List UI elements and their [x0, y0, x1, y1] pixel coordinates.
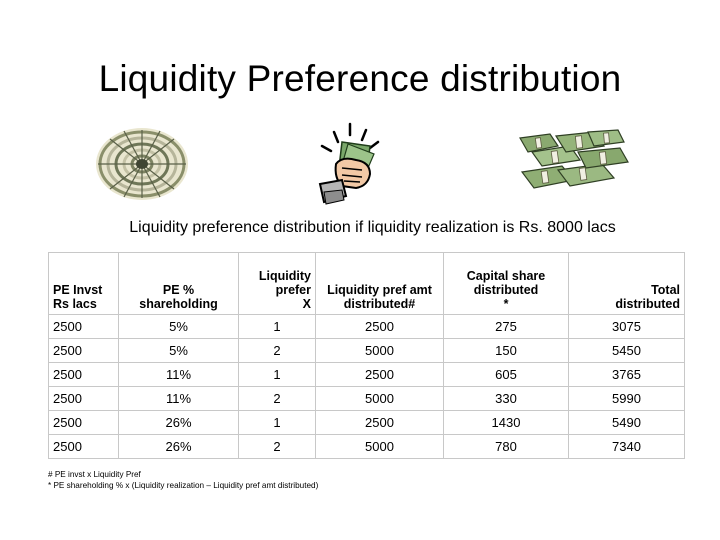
table-cell: 5000: [315, 434, 444, 459]
table-row: 2500 26% 2 5000 780 7340: [48, 434, 685, 459]
header-line: distributed#: [343, 297, 416, 311]
header-line: prefer: [275, 283, 311, 297]
table-cell: 2500: [48, 314, 119, 339]
table-cell: 7340: [568, 434, 685, 459]
header-line: distributed: [615, 297, 680, 311]
table-cell: 1430: [443, 410, 569, 435]
header-line: *: [503, 297, 509, 311]
header-line: Liquidity pref amt: [327, 283, 432, 297]
table-row: 2500 11% 2 5000 330 5990: [48, 386, 685, 411]
table-cell: 2500: [48, 338, 119, 363]
column-header-liquidity-pref-amt: Liquidity pref amt distributed#: [315, 252, 444, 315]
column-header-capital-share: Capital share distributed *: [443, 252, 569, 315]
table-cell: 3765: [568, 362, 685, 387]
table-cell: 5990: [568, 386, 685, 411]
table-cell: 11%: [118, 362, 239, 387]
fist-with-cash-icon: [318, 122, 380, 205]
table-cell: 275: [443, 314, 569, 339]
table-cell: 11%: [118, 386, 239, 411]
table-cell: 150: [443, 338, 569, 363]
cash-bundles-stack-icon: [519, 129, 629, 189]
header-line: Rs lacs: [53, 297, 97, 311]
table-cell: 5450: [568, 338, 685, 363]
header-line: Total: [651, 283, 680, 297]
header-line: distributed: [473, 283, 539, 297]
header-line: shareholding: [139, 297, 218, 311]
table-cell: 2500: [315, 362, 444, 387]
table-cell: 5490: [568, 410, 685, 435]
table-cell: 5000: [315, 386, 444, 411]
table-cell: 2: [238, 434, 316, 459]
table-cell: 2500: [315, 314, 444, 339]
table-cell: 2500: [48, 410, 119, 435]
column-header-pe-shareholding: PE % shareholding: [118, 252, 239, 315]
table-cell: 780: [443, 434, 569, 459]
distribution-table: PE Invst Rs lacs PE % shareholding Liquidi…: [48, 252, 685, 459]
table-header-row: PE Invst Rs lacs PE % shareholding Liquidi…: [48, 252, 685, 315]
table-cell: 2: [238, 386, 316, 411]
table-cell: 2500: [315, 410, 444, 435]
column-header-pe-invst: PE Invst Rs lacs: [48, 252, 119, 315]
header-line: X: [302, 297, 311, 311]
table-row: 2500 26% 1 2500 1430 5490: [48, 410, 685, 435]
header-line: Liquidity: [258, 269, 311, 283]
table-cell: 2500: [48, 434, 119, 459]
table-row: 2500 5% 2 5000 150 5450: [48, 338, 685, 363]
table-cell: 330: [443, 386, 569, 411]
footnote-star: * PE shareholding % x (Liquidity realiza…: [48, 481, 319, 490]
footnote-hash: # PE invst x Liquidity Pref: [48, 470, 141, 479]
table-cell: 5000: [315, 338, 444, 363]
table-row: 2500 5% 1 2500 275 3075: [48, 314, 685, 339]
coin-money-pile-icon: [96, 128, 188, 200]
table-cell: 1: [238, 314, 316, 339]
table-cell: 605: [443, 362, 569, 387]
header-line: Capital share: [466, 269, 546, 283]
table-cell: 5%: [118, 314, 239, 339]
slide-title: Liquidity Preference distribution: [98, 58, 622, 99]
table-cell: 26%: [118, 434, 239, 459]
table-row: 2500 11% 1 2500 605 3765: [48, 362, 685, 387]
table-cell: 2500: [48, 386, 119, 411]
table-cell: 2500: [48, 362, 119, 387]
table-cell: 1: [238, 410, 316, 435]
table-cell: 26%: [118, 410, 239, 435]
footnotes: # PE invst x Liquidity Pref * PE shareho…: [48, 469, 318, 491]
table-cell: 1: [238, 362, 316, 387]
column-header-liquidity-prefer: Liquidity prefer X: [238, 252, 316, 315]
header-line: PE Invst: [53, 283, 103, 297]
column-header-total-distributed: Total distributed: [568, 252, 685, 315]
table-cell: 2: [238, 338, 316, 363]
header-line: PE %: [162, 283, 195, 297]
table-caption: Liquidity preference distribution if liq…: [129, 219, 616, 236]
table-cell: 3075: [568, 314, 685, 339]
table-cell: 5%: [118, 338, 239, 363]
